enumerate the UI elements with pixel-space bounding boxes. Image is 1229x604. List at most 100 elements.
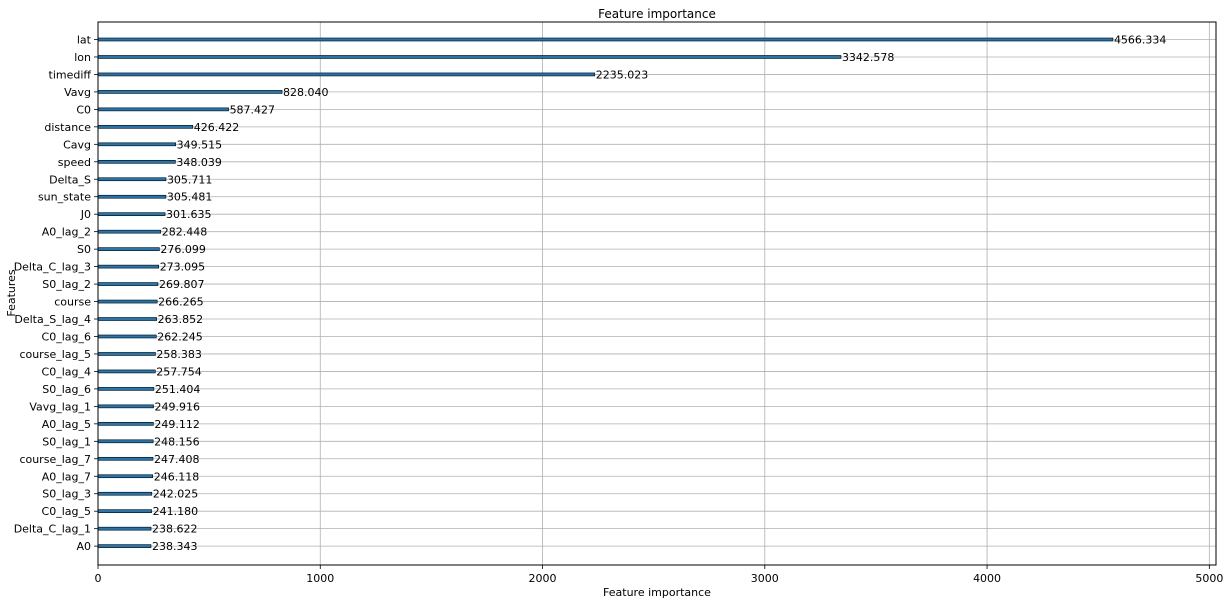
bar — [97, 456, 154, 461]
bar-value-label: 276.099 — [160, 243, 206, 256]
x-tick-label: 3000 — [751, 572, 779, 585]
y-tick-label: Delta_C_lag_3 — [14, 261, 91, 274]
bar — [97, 387, 155, 391]
bar-value-label: 305.481 — [167, 191, 213, 204]
bar-value-label: 426.422 — [194, 121, 240, 134]
y-tick-label: Cavg — [63, 138, 91, 151]
bar-value-label: 241.180 — [153, 505, 199, 518]
bar — [97, 194, 167, 199]
bar — [97, 491, 153, 496]
bar — [97, 404, 154, 409]
y-tick-label: A0_lag_2 — [42, 226, 91, 239]
bar — [97, 159, 176, 164]
bar — [97, 369, 156, 374]
bar-value-label: 587.427 — [230, 103, 276, 116]
bar — [97, 509, 152, 513]
bar-value-label: 238.622 — [152, 523, 198, 536]
bar-value-label: 249.112 — [154, 418, 200, 431]
y-tick-label: C0_lag_4 — [42, 365, 91, 378]
y-tick-label: S0_lag_3 — [42, 488, 91, 501]
y-tick-label: lon — [74, 51, 91, 64]
bar — [97, 474, 154, 479]
bar-value-label: 348.039 — [176, 156, 222, 169]
y-tick-label: course_lag_7 — [19, 453, 91, 466]
bar — [97, 439, 154, 444]
y-tick-label: lat — [77, 34, 92, 47]
y-tick-label: J0 — [80, 208, 91, 221]
y-tick-label: timediff — [49, 68, 92, 81]
bar-value-label: 258.383 — [156, 348, 202, 361]
bar-value-label: 248.156 — [154, 435, 200, 448]
bar-value-label: 263.852 — [158, 313, 204, 326]
bar — [97, 334, 157, 339]
bar-value-label: 247.408 — [154, 453, 200, 466]
bar-value-label: 249.916 — [155, 400, 201, 413]
x-tick-label: 2000 — [529, 572, 557, 585]
bar — [97, 317, 157, 321]
plot-frame — [97, 21, 1217, 566]
bar — [97, 37, 1114, 42]
y-tick-label: course_lag_5 — [19, 348, 91, 361]
y-axis-ticks: lat lon timediff Vavg C0 distance Cavg speed Del… — [14, 34, 98, 553]
y-tick-label: A0 — [76, 540, 91, 553]
bar-value-label: 273.095 — [160, 261, 206, 274]
bar-value-label: 2235.023 — [596, 68, 649, 81]
bar — [97, 299, 158, 304]
value-labels: 4566.334 3342.578 2235.023 828.040 587.427 42… — [152, 34, 1166, 554]
bar — [97, 142, 176, 147]
x-tick-label: 4000 — [973, 572, 1001, 585]
y-tick-label: Vavg — [64, 86, 91, 99]
y-tick-label: distance — [44, 121, 91, 134]
bar-value-label: 251.404 — [155, 383, 201, 396]
bar-value-label: 3342.578 — [842, 51, 895, 64]
y-tick-label: Delta_S_lag_4 — [14, 313, 91, 326]
bar — [97, 247, 160, 251]
bar-value-label: 301.635 — [166, 208, 212, 221]
x-tick-label: 5000 — [1195, 572, 1223, 585]
bar — [97, 422, 154, 426]
y-tick-label: C0 — [76, 103, 91, 116]
y-tick-label: course — [54, 296, 91, 309]
bar-value-label: 282.448 — [162, 226, 208, 239]
y-tick-label: sun_state — [38, 191, 91, 204]
bar — [97, 544, 152, 548]
bar-value-label: 269.807 — [159, 278, 205, 291]
bar-value-label: 262.245 — [157, 330, 203, 343]
bar — [97, 229, 162, 234]
y-tick-label: A0_lag_7 — [42, 470, 91, 483]
y-tick-label: C0_lag_6 — [42, 330, 91, 343]
bar — [97, 177, 167, 182]
bar — [97, 90, 283, 94]
bars — [97, 37, 1114, 548]
bar — [97, 107, 229, 112]
y-tick-label: A0_lag_5 — [42, 418, 91, 431]
bar — [97, 352, 156, 356]
bar — [97, 55, 842, 59]
y-tick-label: C0_lag_5 — [42, 505, 91, 518]
bar — [97, 125, 194, 129]
bar-value-label: 305.711 — [167, 173, 213, 186]
bar-value-label: 246.118 — [154, 470, 200, 483]
x-tick-label: 1000 — [306, 572, 334, 585]
y-axis-label: Features — [5, 269, 18, 317]
y-tick-label: S0 — [77, 243, 91, 256]
bar-value-label: 238.343 — [152, 540, 198, 553]
y-gridlines — [98, 39, 1216, 547]
y-tick-label: S0_lag_2 — [42, 278, 91, 291]
x-tick-label: 0 — [95, 572, 102, 585]
bar-value-label: 4566.334 — [1114, 34, 1167, 47]
x-axis-ticks: 0 1000 2000 3000 4000 5000 — [95, 565, 1223, 585]
y-tick-label: Vavg_lag_1 — [29, 400, 91, 413]
bar-value-label: 257.754 — [156, 365, 202, 378]
bar-value-label: 242.025 — [153, 488, 199, 501]
x-axis-label: Feature importance — [603, 586, 711, 599]
chart-title: Feature importance — [598, 7, 716, 21]
bar-value-label: 349.515 — [177, 138, 223, 151]
bar — [97, 264, 159, 269]
bar — [97, 72, 596, 77]
bar — [97, 212, 166, 216]
y-tick-label: S0_lag_6 — [42, 383, 91, 396]
bar — [97, 282, 159, 286]
bar-value-label: 266.265 — [158, 296, 204, 309]
